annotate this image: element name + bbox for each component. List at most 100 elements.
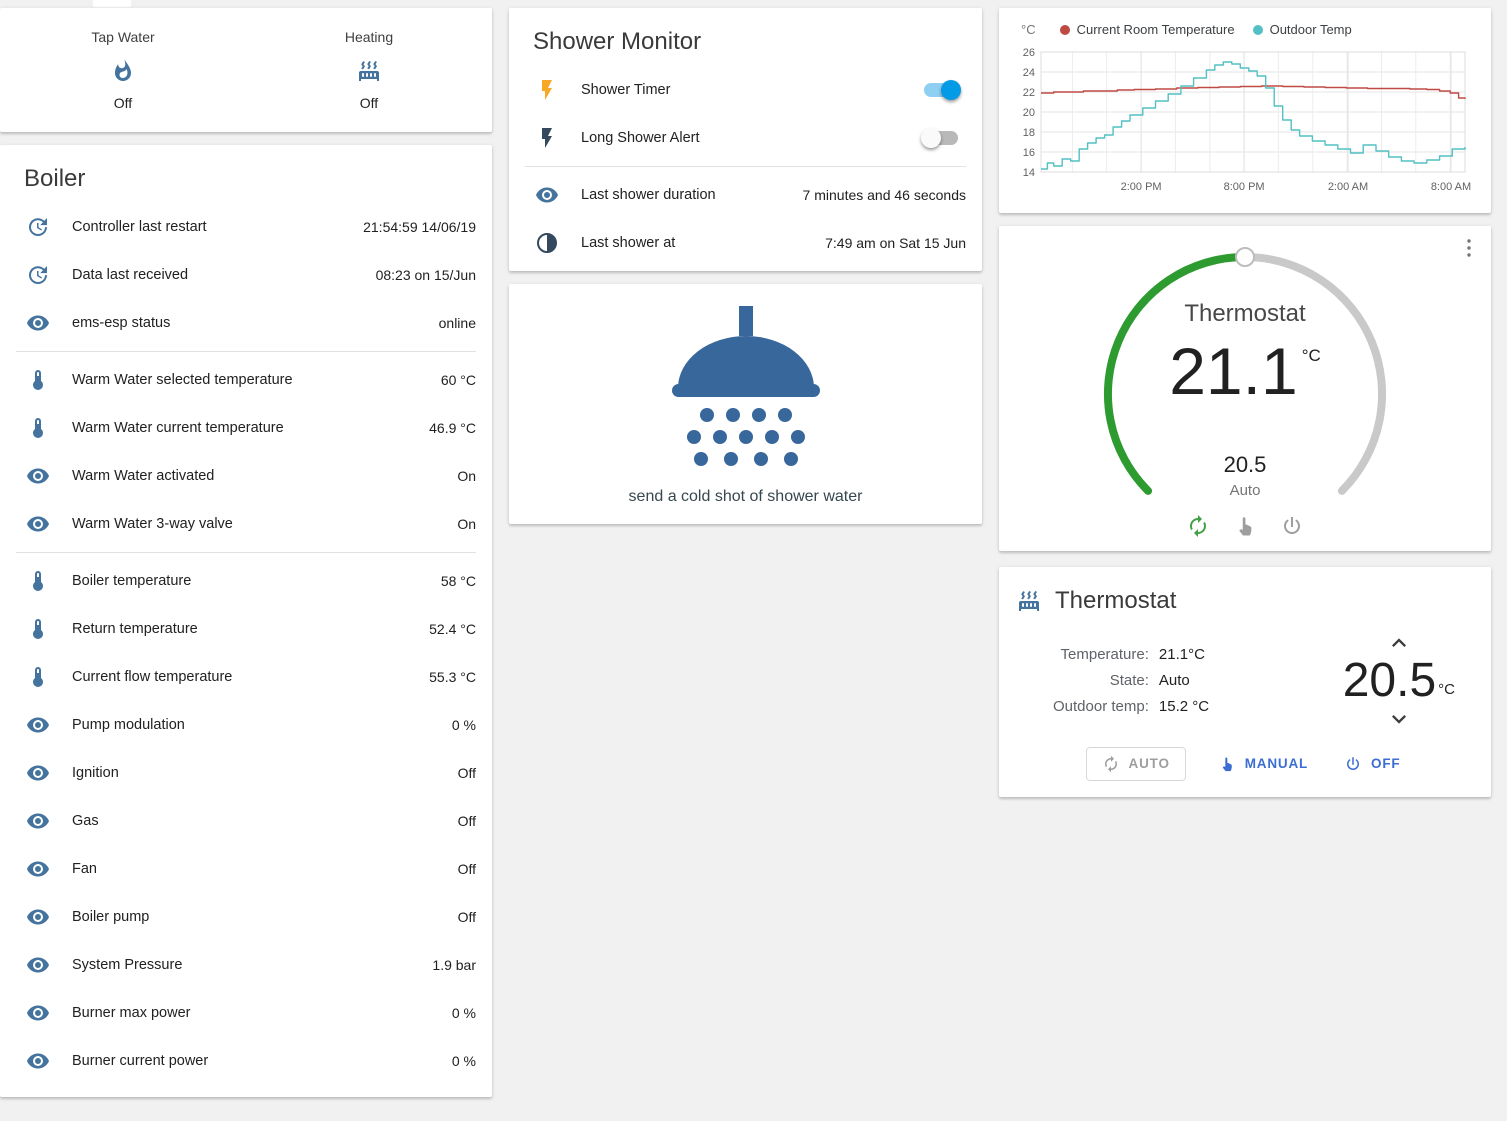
entity-label: Last shower duration xyxy=(581,187,716,203)
boiler-entity-row[interactable]: Warm Water activated On xyxy=(16,452,476,500)
power-icon[interactable] xyxy=(1280,514,1304,538)
entity-label: Boiler pump xyxy=(72,909,150,925)
entity-label: Burner current power xyxy=(72,1053,209,1069)
glance-item-tap-water[interactable]: Tap Water Off xyxy=(0,29,246,111)
toggle-knob xyxy=(941,80,961,100)
dial-handle[interactable] xyxy=(1235,246,1255,267)
entity-label: Controller last restart xyxy=(72,219,207,235)
entity-row-last-shower-duration[interactable]: Last shower duration 7 minutes and 46 se… xyxy=(525,171,966,219)
current-temp-unit: °C xyxy=(1301,345,1321,365)
legend-label: Current Room Temperature xyxy=(1076,22,1235,37)
hand-icon[interactable] xyxy=(1233,514,1257,538)
entity-label: ems-esp status xyxy=(72,315,171,331)
boiler-entity-row[interactable]: Warm Water selected temperature 60 °C xyxy=(16,356,476,404)
svg-text:26: 26 xyxy=(1023,47,1035,59)
thermometer-icon xyxy=(26,665,50,689)
toggle-row-shower-timer: Shower Timer xyxy=(525,66,966,114)
entity-row-last-shower-at[interactable]: Last shower at 7:49 am on Sat 15 Jun xyxy=(525,219,966,267)
svg-text:14: 14 xyxy=(1023,167,1035,179)
boiler-entity-row[interactable]: Fan Off xyxy=(16,845,476,893)
svg-text:16: 16 xyxy=(1023,147,1035,159)
button-label: AUTO xyxy=(1128,756,1170,771)
eye-icon xyxy=(26,464,50,488)
entity-label: Pump modulation xyxy=(72,717,185,733)
entity-label: Last shower at xyxy=(581,235,676,251)
boiler-entity-row[interactable]: Warm Water current temperature 46.9 °C xyxy=(16,404,476,452)
thermometer-icon xyxy=(26,569,50,593)
boiler-entity-row[interactable]: Boiler pump Off xyxy=(16,893,476,941)
boiler-entity-row[interactable]: Current flow temperature 55.3 °C xyxy=(16,653,476,701)
glance-item-heating[interactable]: Heating Off xyxy=(246,29,492,111)
chevron-down-icon[interactable] xyxy=(1385,705,1413,733)
setpoint-stepper: 20.5 °C xyxy=(1343,629,1455,733)
hand-icon xyxy=(1222,756,1232,771)
boiler-entity-row[interactable]: Burner current power 0 % xyxy=(16,1037,476,1085)
boiler-entity-row[interactable]: ems-esp status online xyxy=(16,299,476,347)
boiler-entity-row[interactable]: Boiler temperature 58 °C xyxy=(16,557,476,605)
eye-icon xyxy=(26,905,50,929)
entity-label: Warm Water activated xyxy=(72,468,215,484)
shower-monitor-card: Shower Monitor Shower Timer Long Shower … xyxy=(509,8,982,271)
entity-label: Warm Water current temperature xyxy=(72,420,284,436)
svg-text:24: 24 xyxy=(1023,67,1035,79)
shower-caption: send a cold shot of shower water xyxy=(628,488,863,505)
legend-item: Outdoor Temp xyxy=(1252,22,1352,37)
boiler-entity-row[interactable]: System Pressure 1.9 bar xyxy=(16,941,476,989)
autorenew-icon[interactable] xyxy=(1186,514,1210,538)
entity-value: 7 minutes and 46 seconds xyxy=(802,187,966,203)
svg-text:8:00 PM: 8:00 PM xyxy=(1224,181,1265,193)
auto-button[interactable]: AUTO xyxy=(1085,746,1186,781)
tab-indicator-remnant xyxy=(93,0,131,7)
boiler-entity-row[interactable]: Pump modulation 0 % xyxy=(16,701,476,749)
entity-value: Off xyxy=(457,813,476,829)
dial-arc-active xyxy=(1103,252,1249,495)
boiler-card: Boiler Controller last restart 21:54:59 1… xyxy=(0,145,492,1097)
dial-target-temp: 20.5 xyxy=(1223,451,1267,477)
shower-timer-toggle[interactable] xyxy=(924,80,961,100)
divider xyxy=(16,351,476,352)
shower-picture-card[interactable]: send a cold shot of shower water xyxy=(509,284,982,524)
entity-label: Warm Water 3-way valve xyxy=(72,516,233,532)
legend-item: Current Room Temperature xyxy=(1059,22,1235,37)
info-value: Auto xyxy=(1158,672,1190,689)
eye-icon xyxy=(535,183,559,207)
eye-icon xyxy=(26,809,50,833)
legend-items: Current Room Temperature Outdoor Temp xyxy=(1059,22,1370,38)
setpoint-number: 20.5 xyxy=(1342,653,1437,707)
manual-button[interactable]: MANUAL xyxy=(1214,748,1312,780)
entity-value: 21:54:59 14/06/19 xyxy=(363,219,476,235)
entity-label: Gas xyxy=(72,813,99,829)
boiler-entity-row[interactable]: Controller last restart 21:54:59 14/06/19 xyxy=(16,203,476,251)
info-value: 21.1°C xyxy=(1158,646,1205,663)
info-label: Outdoor temp: xyxy=(1053,698,1149,715)
entity-value: 58 °C xyxy=(440,573,476,589)
off-button[interactable]: OFF xyxy=(1340,748,1404,780)
long-shower-alert-toggle[interactable] xyxy=(921,128,958,148)
entity-value: On xyxy=(457,516,476,532)
chevron-up-icon[interactable] xyxy=(1385,629,1413,657)
glance-card: Tap Water Off Heating Off xyxy=(0,8,492,132)
boiler-entity-row[interactable]: Return temperature 52.4 °C xyxy=(16,605,476,653)
history-chart: 26 24 22 20 18 16 14 2:00 PM 8:00 PM 2:00 AM 8:00 … xyxy=(1023,47,1471,193)
thermostat-dial xyxy=(1103,246,1387,495)
entity-value: 08:23 on 15/Jun xyxy=(375,267,476,283)
entity-value: Off xyxy=(457,765,476,781)
radiator-icon xyxy=(1017,589,1041,613)
glance-label: Tap Water xyxy=(91,29,155,45)
contrast-icon xyxy=(535,231,559,255)
thermometer-icon xyxy=(26,416,50,440)
boiler-entity-row[interactable]: Burner max power 0 % xyxy=(16,989,476,1037)
thermostat-control-card: Thermostat Temperature: 21.1°C State: Au… xyxy=(999,566,1491,797)
boiler-entity-row[interactable]: Ignition Off xyxy=(16,749,476,797)
eye-icon xyxy=(26,713,50,737)
boiler-entity-row[interactable]: Warm Water 3-way valve On xyxy=(16,500,476,548)
toggle-row-long-shower-alert: Long Shower Alert xyxy=(525,114,966,162)
entity-label: Ignition xyxy=(72,765,119,781)
button-label: OFF xyxy=(1371,756,1401,771)
toggle-label: Shower Timer xyxy=(581,82,671,98)
boiler-entity-row[interactable]: Gas Off xyxy=(16,797,476,845)
flash-icon xyxy=(535,78,559,102)
dots-vertical-icon[interactable] xyxy=(1457,236,1481,260)
boiler-entity-row[interactable]: Data last received 08:23 on 15/Jun xyxy=(16,251,476,299)
entity-label: Fan xyxy=(72,861,97,877)
